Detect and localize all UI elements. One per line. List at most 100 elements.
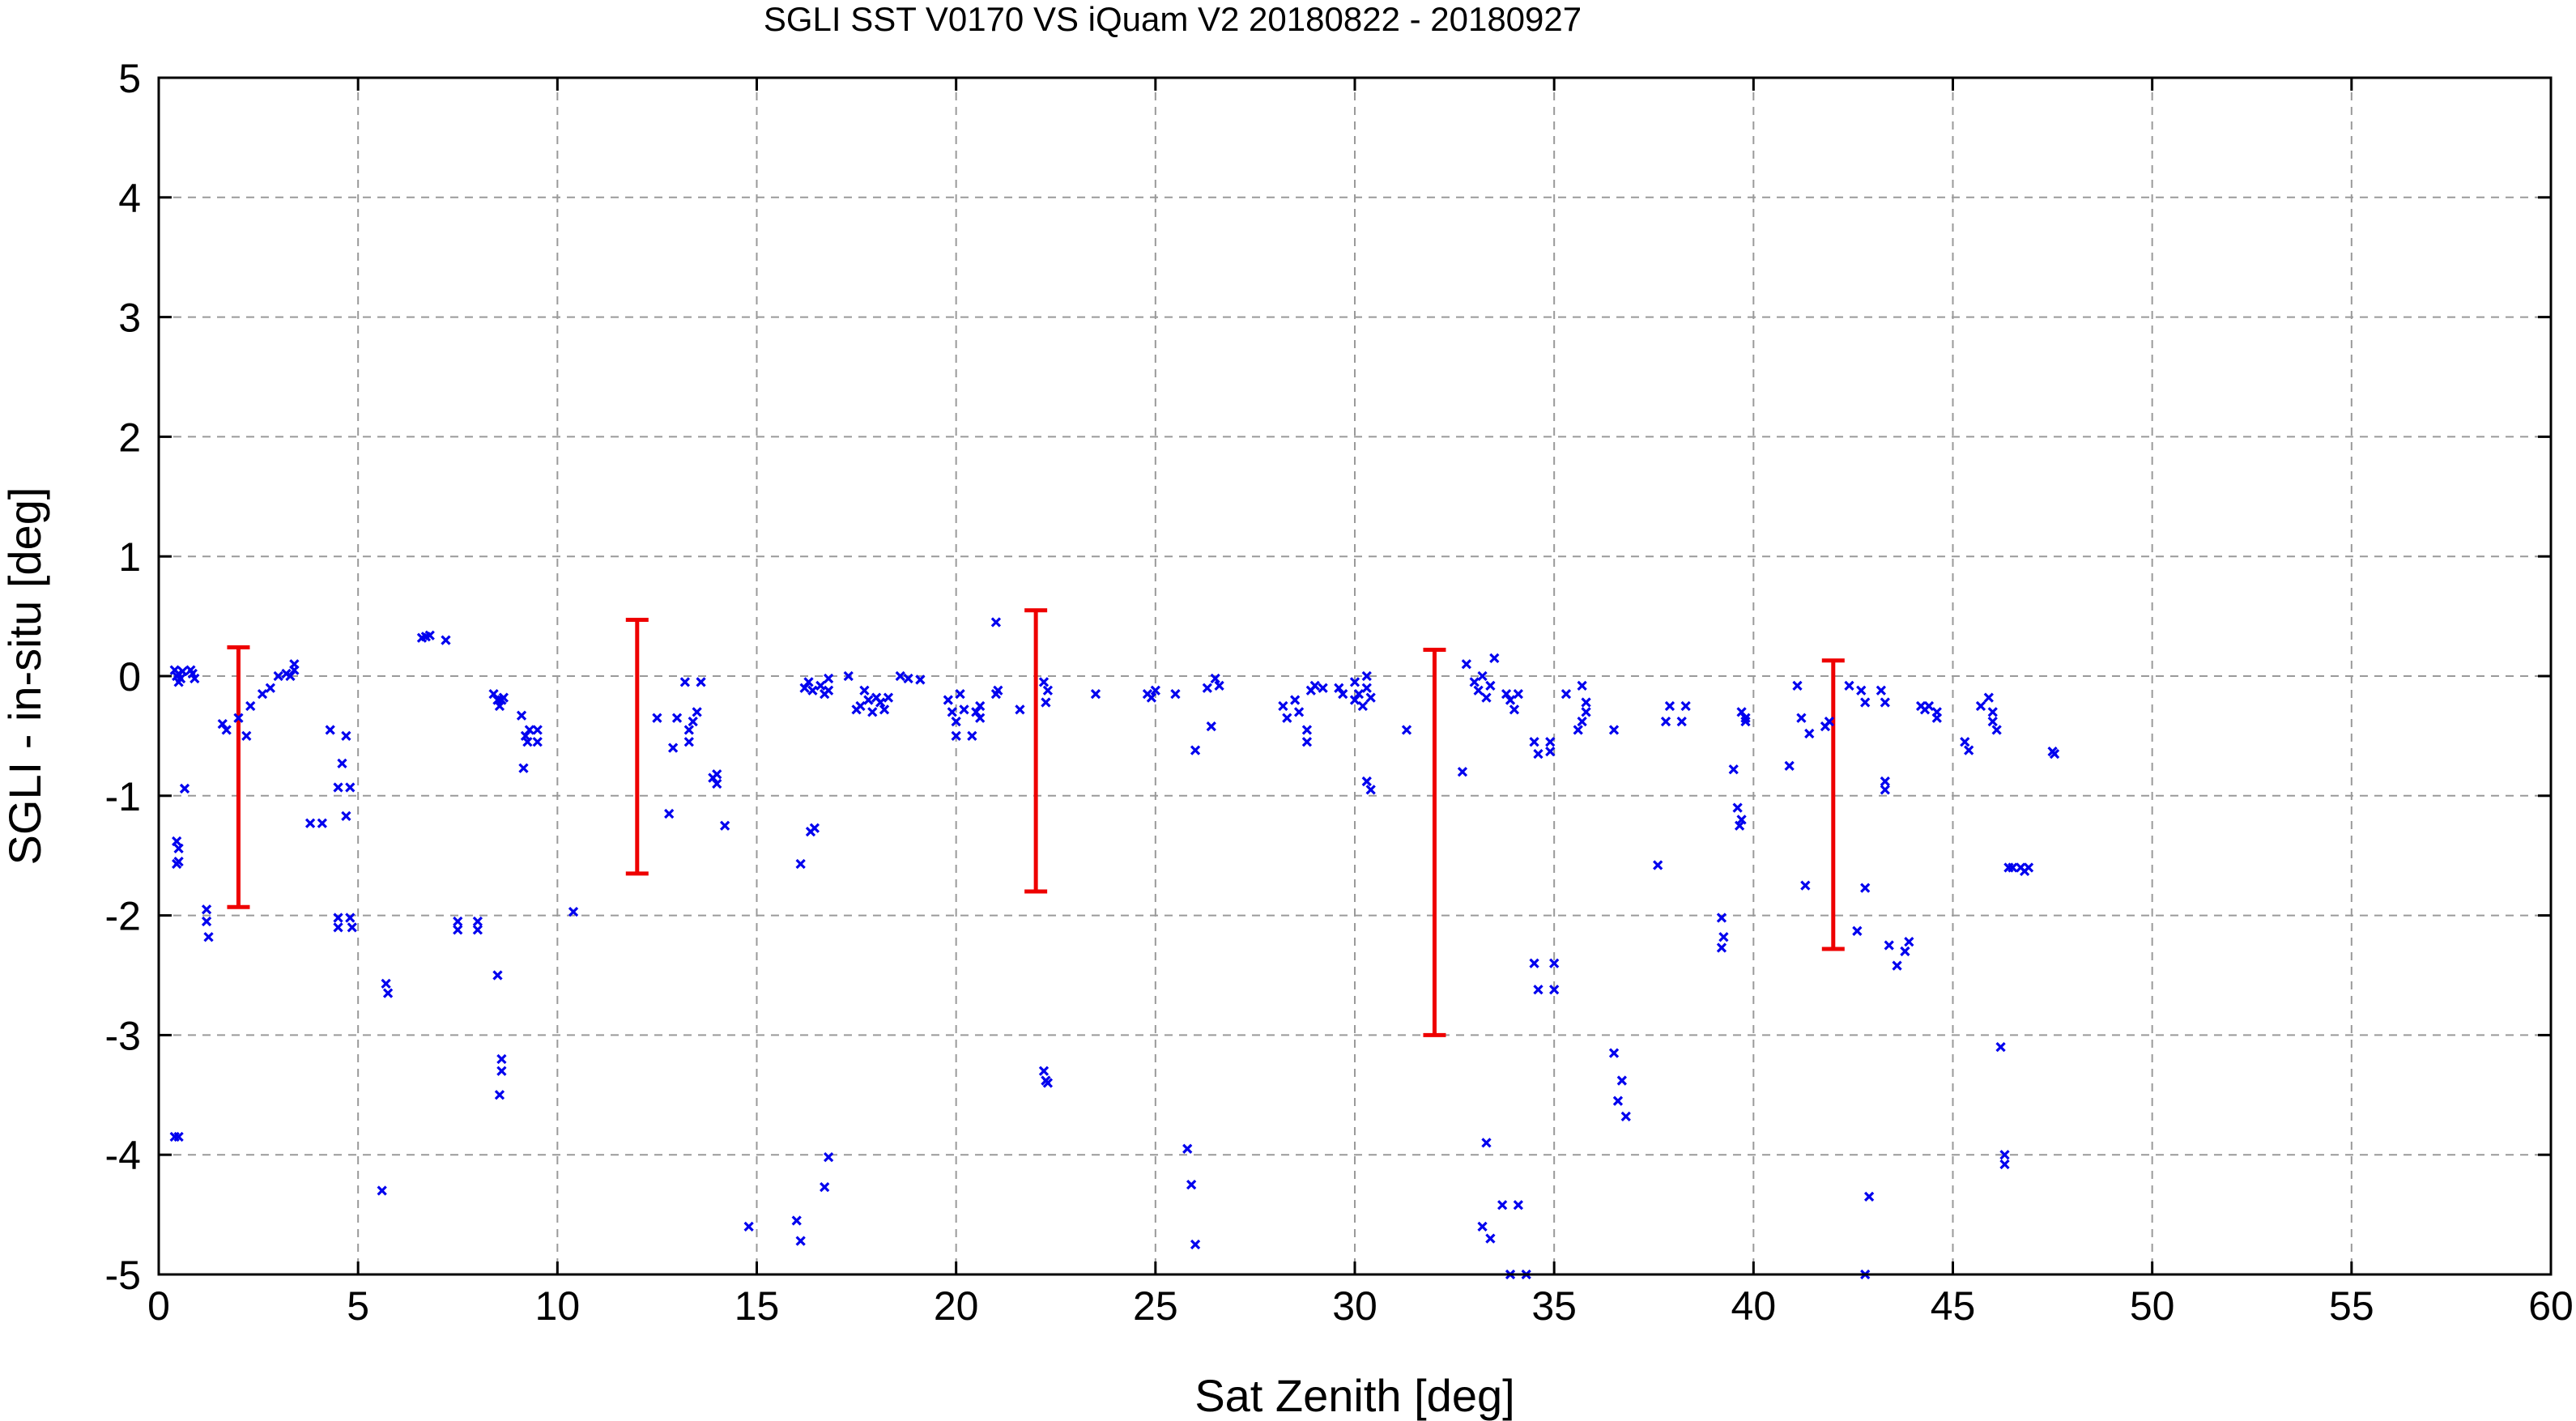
data-point bbox=[173, 1131, 184, 1142]
data-point bbox=[879, 704, 890, 715]
data-point bbox=[1608, 725, 1620, 735]
y-axis-label: SGLI - in-situ [deg] bbox=[0, 487, 50, 866]
data-point bbox=[173, 843, 184, 853]
data-point bbox=[943, 695, 953, 705]
data-point bbox=[345, 782, 356, 793]
y-tick-label: -1 bbox=[105, 774, 141, 819]
data-point bbox=[304, 818, 316, 828]
data-point bbox=[1461, 659, 1471, 670]
data-point bbox=[795, 1236, 806, 1246]
data-point bbox=[441, 635, 451, 645]
data-point bbox=[203, 932, 214, 942]
data-point bbox=[189, 673, 200, 684]
data-point bbox=[1716, 942, 1727, 953]
data-point bbox=[719, 820, 730, 831]
data-point bbox=[532, 725, 543, 735]
data-point bbox=[518, 763, 529, 773]
error-bar bbox=[1821, 658, 1845, 951]
data-point bbox=[289, 659, 300, 670]
data-point bbox=[1620, 1111, 1631, 1122]
data-point bbox=[1349, 677, 1360, 687]
data-point bbox=[1529, 737, 1539, 747]
data-point bbox=[1999, 1150, 2010, 1160]
data-point bbox=[472, 916, 483, 927]
data-point bbox=[1792, 680, 1803, 691]
data-point bbox=[496, 1066, 507, 1076]
data-point bbox=[337, 758, 347, 769]
data-point bbox=[1509, 704, 1520, 715]
data-point bbox=[1549, 958, 1560, 968]
data-point bbox=[2049, 748, 2060, 759]
data-point bbox=[791, 1215, 802, 1226]
data-point bbox=[273, 670, 283, 682]
data-point bbox=[807, 685, 818, 696]
data-point bbox=[1852, 925, 1863, 936]
x-tick-label: 15 bbox=[734, 1283, 780, 1329]
data-point bbox=[683, 737, 694, 747]
data-point bbox=[1533, 748, 1543, 759]
data-point bbox=[1485, 680, 1496, 691]
error-bar bbox=[1423, 647, 1446, 1037]
data-point bbox=[177, 666, 188, 677]
y-tick-label: -3 bbox=[105, 1013, 141, 1058]
data-point bbox=[692, 707, 702, 717]
data-point bbox=[1863, 1191, 1875, 1202]
data-point bbox=[820, 1181, 830, 1193]
data-point bbox=[1318, 683, 1328, 693]
data-point bbox=[1146, 692, 1157, 703]
data-point bbox=[1349, 695, 1360, 705]
data-point bbox=[317, 818, 327, 828]
data-point bbox=[1561, 689, 1572, 700]
error-bar bbox=[227, 645, 250, 909]
data-point bbox=[1473, 685, 1484, 696]
data-point bbox=[1489, 653, 1500, 663]
data-point bbox=[1856, 685, 1867, 696]
data-point bbox=[175, 673, 186, 684]
data-point bbox=[815, 680, 826, 691]
data-point bbox=[951, 717, 961, 727]
data-point bbox=[1309, 680, 1320, 691]
data-point bbox=[1732, 802, 1743, 813]
y-tick-label: 3 bbox=[118, 296, 141, 341]
data-point bbox=[1664, 700, 1675, 712]
data-point bbox=[1353, 689, 1365, 700]
chart-title: SGLI SST V0170 VS iQuam V2 20180822 - 20… bbox=[764, 0, 1582, 38]
data-point bbox=[1042, 1078, 1054, 1088]
data-point bbox=[712, 769, 722, 780]
data-point bbox=[568, 907, 579, 917]
data-point bbox=[1900, 946, 1910, 957]
plot-frame bbox=[157, 76, 2553, 1276]
data-point bbox=[524, 725, 535, 735]
data-point bbox=[347, 922, 357, 933]
data-point bbox=[1365, 785, 1376, 795]
x-tick-label: 5 bbox=[347, 1283, 369, 1329]
x-tick-label: 35 bbox=[1531, 1283, 1577, 1329]
y-tick-label: -5 bbox=[105, 1253, 141, 1298]
error-bars bbox=[227, 608, 1845, 1037]
data-point bbox=[795, 858, 806, 870]
data-point bbox=[265, 683, 275, 693]
data-point bbox=[1513, 1200, 1523, 1210]
data-point bbox=[1210, 673, 1220, 684]
data-point bbox=[1880, 785, 1890, 795]
data-point bbox=[1206, 721, 1216, 732]
data-point bbox=[325, 725, 335, 735]
data-point bbox=[1734, 820, 1745, 831]
data-point bbox=[843, 670, 854, 682]
x-tick-label: 0 bbox=[147, 1283, 170, 1329]
data-point bbox=[1301, 737, 1313, 747]
data-point bbox=[696, 677, 706, 687]
data-point bbox=[1357, 700, 1368, 712]
data-point bbox=[1529, 958, 1539, 968]
x-tick-label: 60 bbox=[2528, 1283, 2574, 1329]
data-point bbox=[1190, 745, 1201, 755]
data-point bbox=[217, 718, 228, 730]
x-tick-label: 10 bbox=[535, 1283, 581, 1329]
data-point bbox=[1038, 677, 1050, 687]
data-point bbox=[671, 713, 683, 723]
data-point bbox=[809, 823, 820, 833]
data-point bbox=[975, 713, 986, 723]
data-point bbox=[1513, 689, 1523, 700]
